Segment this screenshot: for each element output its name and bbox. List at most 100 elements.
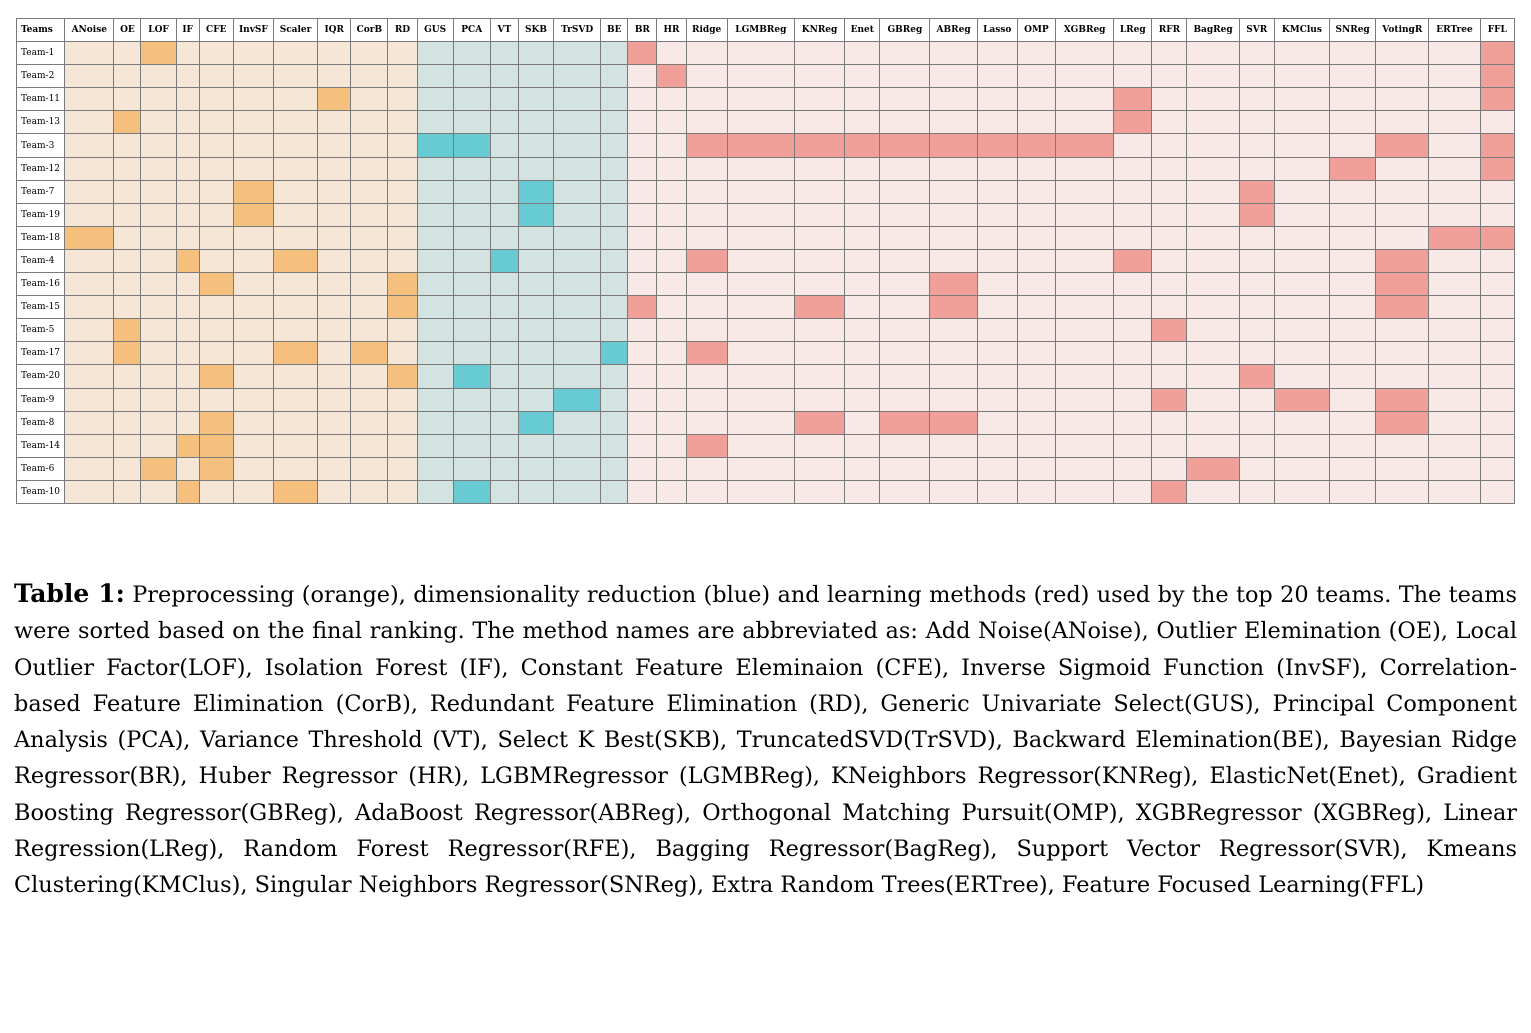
- method-cell: [600, 156, 629, 181]
- method-cell: [317, 248, 352, 274]
- method-cell: [517, 295, 555, 320]
- method-cell: [656, 341, 687, 366]
- method-cell: [553, 41, 602, 66]
- method-cell: [452, 179, 491, 204]
- table-row: Team-1: [15, 41, 1516, 66]
- method-cell: [140, 64, 177, 89]
- method-cell: [175, 364, 200, 389]
- method-cell: [140, 87, 177, 112]
- method-cell: [1054, 87, 1115, 112]
- method-cell: [489, 272, 519, 297]
- method-cell: [175, 272, 200, 297]
- method-cell: [317, 295, 352, 320]
- method-cell: [553, 87, 602, 112]
- method-cell: [844, 295, 881, 320]
- method-cell: [317, 202, 352, 227]
- method-cell: [929, 87, 978, 112]
- method-cell: [627, 64, 658, 89]
- method-cell: [1273, 433, 1331, 458]
- method-cell: [1016, 456, 1056, 481]
- method-cell: [1238, 272, 1275, 297]
- method-cell: [879, 318, 931, 343]
- method-cell: [350, 225, 389, 250]
- method-cell: [272, 179, 319, 204]
- method-cell: [452, 87, 491, 112]
- column-header-cfe: CFE: [198, 17, 234, 43]
- method-cell: [844, 364, 881, 389]
- method-cell: [1273, 179, 1331, 204]
- method-cell: [232, 387, 274, 412]
- method-cell-used: [198, 410, 234, 435]
- method-cell: [627, 387, 658, 412]
- method-cell: [232, 225, 274, 250]
- method-cell: [976, 456, 1018, 481]
- method-cell: [1238, 456, 1275, 481]
- method-cell-used: [1016, 133, 1056, 158]
- column-header-omp: OMP: [1016, 17, 1056, 43]
- method-cell-used: [1238, 202, 1275, 227]
- method-cell: [1186, 179, 1240, 204]
- method-cell: [489, 410, 519, 435]
- method-cell: [726, 272, 795, 297]
- method-cell: [1113, 41, 1153, 66]
- method-cell: [1479, 433, 1516, 458]
- method-cell: [272, 295, 319, 320]
- method-cell: [232, 364, 274, 389]
- method-cell-used: [452, 479, 491, 504]
- method-cell: [64, 248, 115, 274]
- method-cell: [1054, 295, 1115, 320]
- method-cell: [1428, 364, 1481, 389]
- method-cell: [1428, 87, 1481, 112]
- method-cell: [1151, 364, 1188, 389]
- method-cell: [272, 133, 319, 158]
- column-header-if: IF: [175, 17, 200, 43]
- method-cell-used: [272, 479, 319, 504]
- method-cell-used: [387, 272, 418, 297]
- method-cell: [232, 133, 274, 158]
- method-cell: [1273, 133, 1331, 158]
- method-cell: [1428, 433, 1481, 458]
- method-cell: [1113, 202, 1153, 227]
- method-cell: [879, 110, 931, 135]
- method-cell: [1375, 364, 1430, 389]
- method-cell: [1479, 318, 1516, 343]
- method-cell: [553, 364, 602, 389]
- method-cell: [113, 156, 142, 181]
- method-cell: [726, 248, 795, 274]
- table-row: Team-10: [15, 479, 1516, 504]
- method-cell: [627, 202, 658, 227]
- method-cell: [1479, 110, 1516, 135]
- method-cell: [879, 433, 931, 458]
- method-cell: [113, 410, 142, 435]
- method-cell: [627, 456, 658, 481]
- method-cell: [452, 433, 491, 458]
- method-cell: [416, 295, 454, 320]
- method-cell: [1151, 202, 1188, 227]
- method-cell: [452, 318, 491, 343]
- method-cell: [844, 64, 881, 89]
- method-cell: [1273, 248, 1331, 274]
- method-cell: [656, 248, 687, 274]
- method-cell: [1113, 272, 1153, 297]
- method-cell: [1273, 272, 1331, 297]
- method-cell-used: [627, 41, 658, 66]
- method-cell: [1186, 364, 1240, 389]
- column-header-rd: RD: [387, 17, 418, 43]
- method-cell: [1329, 364, 1377, 389]
- method-cell-used: [140, 456, 177, 481]
- team-label: Team-14: [15, 433, 66, 458]
- method-cell: [726, 318, 795, 343]
- method-cell: [1428, 387, 1481, 412]
- method-cell: [140, 179, 177, 204]
- method-cell: [1273, 341, 1331, 366]
- method-cell: [976, 87, 1018, 112]
- method-cell: [387, 479, 418, 504]
- method-cell-used: [1479, 41, 1516, 66]
- method-cell: [879, 41, 931, 66]
- method-cell: [929, 341, 978, 366]
- method-cell: [1375, 225, 1430, 250]
- method-cell: [350, 202, 389, 227]
- method-cell: [844, 110, 881, 135]
- method-cell: [844, 41, 881, 66]
- column-header-enet: Enet: [844, 17, 881, 43]
